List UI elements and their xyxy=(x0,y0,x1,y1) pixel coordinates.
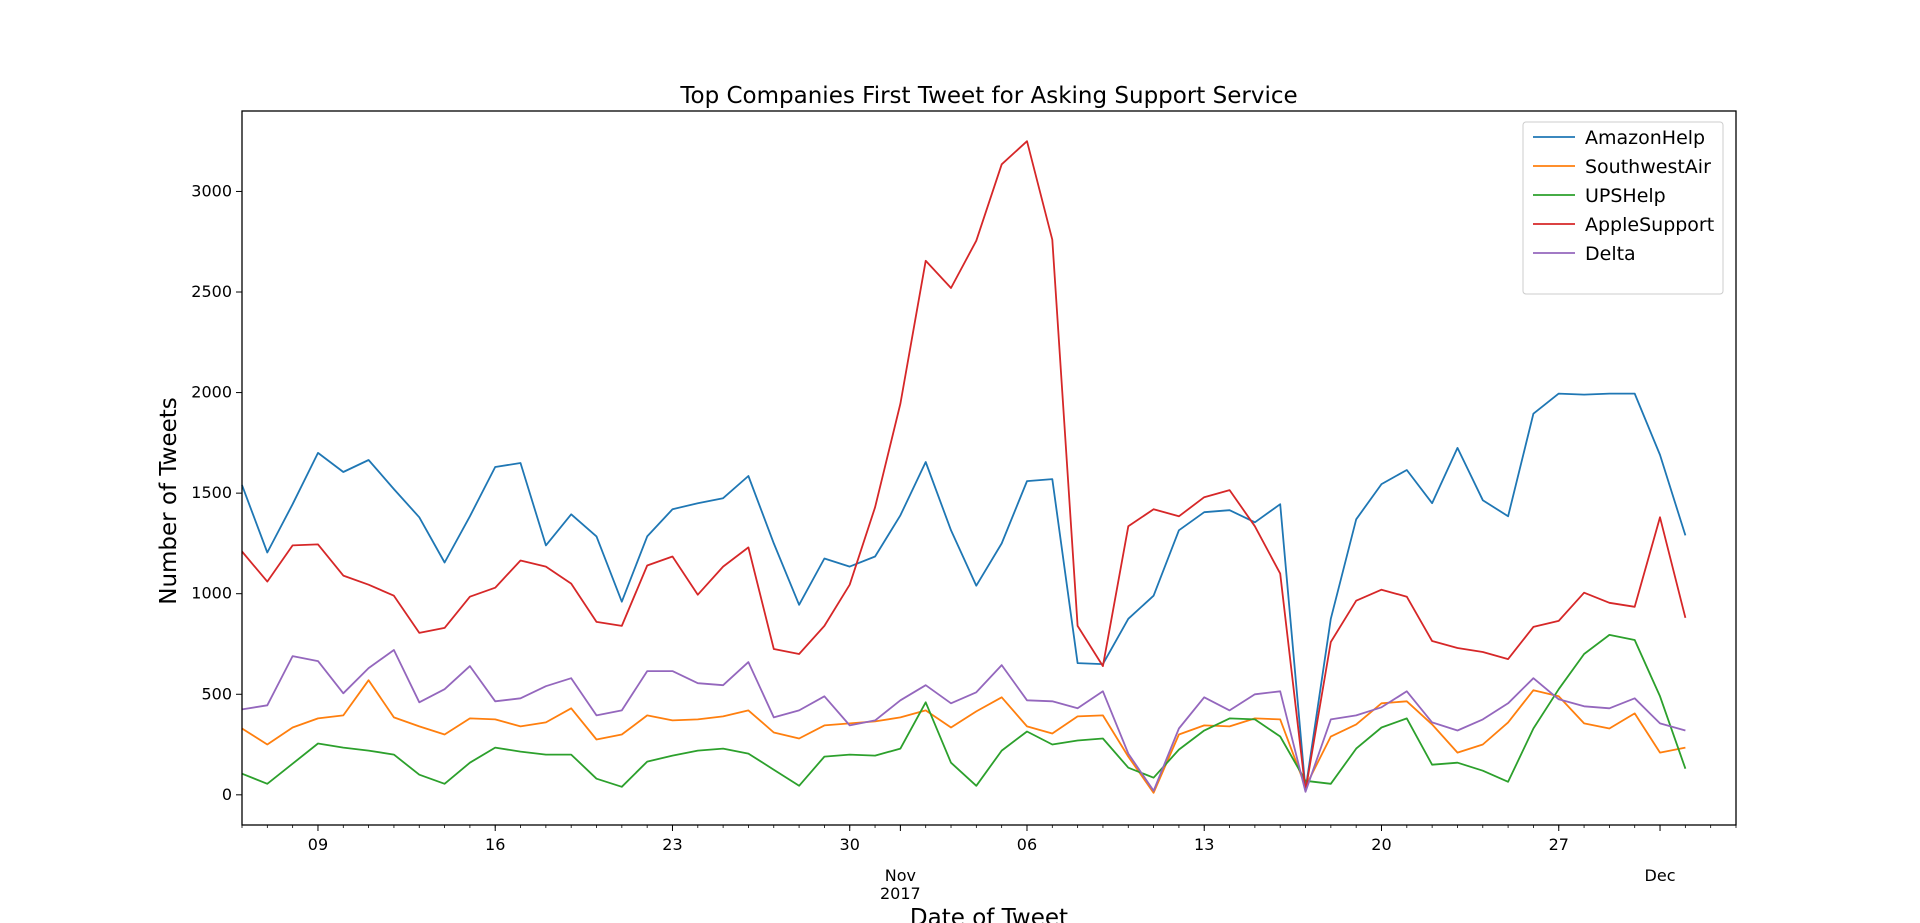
legend: AmazonHelp SouthwestAir UPSHelp AppleSuppor… xyxy=(1522,121,1724,295)
legend-label: SouthwestAir xyxy=(1585,156,1711,178)
x-tick-label: 23 xyxy=(662,835,682,854)
y-tick-label: 1500 xyxy=(191,483,232,502)
y-tick-label: 3000 xyxy=(191,181,232,200)
x-tick-label: 06 xyxy=(1017,835,1037,854)
x-tick-label: 16 xyxy=(485,835,505,854)
series-line-southwestair xyxy=(241,679,1686,794)
legend-label: UPSHelp xyxy=(1585,185,1666,207)
x-tick-label: 13 xyxy=(1194,835,1214,854)
series-line-delta xyxy=(241,649,1686,793)
y-tick-label: 2000 xyxy=(191,383,232,402)
legend-label: AppleSupport xyxy=(1585,214,1714,236)
series-line-applesupport xyxy=(241,140,1687,792)
series-line-amazonhelp xyxy=(241,392,1687,791)
x-month-label: Nov xyxy=(885,866,916,885)
chart-title: Top Companies First Tweet for Asking Sup… xyxy=(679,83,1297,109)
y-axis-label: Number of Tweets xyxy=(156,397,182,605)
plot-frame xyxy=(241,110,1737,826)
y-tick-label: 2500 xyxy=(191,282,232,301)
x-tick-label: 30 xyxy=(840,835,860,854)
series-line-upshelp xyxy=(241,634,1687,788)
y-tick-label: 0 xyxy=(222,785,232,804)
y-tick-label: 1000 xyxy=(191,584,232,603)
legend-label: AmazonHelp xyxy=(1585,127,1705,149)
x-tick-label: 09 xyxy=(308,835,328,854)
x-tick-label: 20 xyxy=(1371,835,1391,854)
legend-box xyxy=(1522,121,1724,295)
y-tick-label: 500 xyxy=(201,684,232,703)
x-axis-label: Date of Tweet xyxy=(910,905,1068,923)
x-month-label: Dec xyxy=(1645,866,1676,885)
legend-label: Delta xyxy=(1585,243,1636,265)
x-tick-label: 27 xyxy=(1549,835,1569,854)
x-year-label: 2017 xyxy=(880,884,921,903)
y-axis: 0 500 1000 1500 2000 2500 3000 xyxy=(191,181,242,804)
series-lines xyxy=(241,140,1687,794)
